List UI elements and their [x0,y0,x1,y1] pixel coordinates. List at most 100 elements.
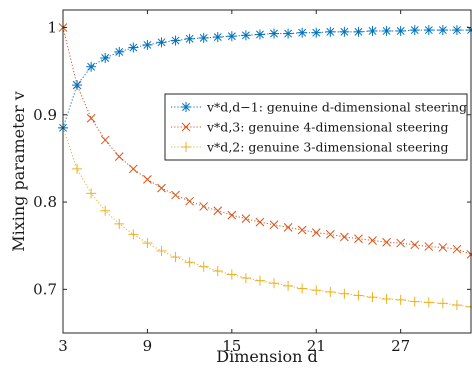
data-point [142,238,153,249]
data-point [325,26,336,37]
data-point [311,285,322,296]
data-point [171,190,180,200]
data-point [395,294,406,305]
data-point [128,164,138,174]
x-tick-label: 21 [307,337,326,355]
data-point [199,202,209,211]
data-point [254,275,265,286]
data-point [451,25,462,36]
data-point [269,28,280,39]
series-line-0 [62,29,471,129]
y-axis-label: Mixing parameter v [9,91,28,252]
data-point [325,286,336,297]
data-point [451,300,462,311]
data-point [297,283,308,294]
data-point [367,25,378,36]
data-point [185,196,194,206]
legend-box [164,93,468,161]
legend-label: v*d,2: genuine 3-dimensional steering [206,140,449,155]
data-point [100,53,111,64]
data-point [409,25,420,36]
legend-marker [181,102,191,112]
data-point [381,25,392,36]
data-point [128,229,139,240]
data-point [423,297,434,308]
data-point [311,228,321,237]
data-point [452,244,462,254]
data-point [409,296,420,307]
data-point [157,183,166,193]
data-point [283,28,294,39]
x-tick-label: 9 [143,337,153,355]
data-point [212,266,223,277]
data-point [240,273,251,284]
data-point [128,42,139,53]
data-point [198,32,209,43]
plot-frame [62,9,472,334]
data-point [283,280,294,291]
data-point [340,232,349,242]
data-point [339,26,350,37]
data-point [86,188,97,199]
data-point [297,27,308,38]
data-point [100,205,111,216]
data-point [213,206,223,216]
data-point [423,25,434,36]
data-point [367,292,378,303]
data-point [297,225,307,235]
data-point [269,278,280,289]
data-point [353,290,364,301]
data-point [241,214,251,223]
data-point [395,25,406,36]
data-point [114,46,125,57]
data-point [212,32,223,43]
data-point [156,37,167,48]
legend-label: v*d,3: genuine 4-dimensional steering [206,120,449,135]
legend-marker [181,142,191,152]
x-tick-label: 27 [391,337,410,355]
data-point [72,80,83,91]
data-point [114,152,124,162]
series-layer [58,23,472,312]
tick-layer: 3 9 15 21 27 0.7 0.8 0.9 1 [33,10,471,355]
y-tick-label: 1 [47,18,57,36]
data-point [354,234,363,244]
data-point [424,242,434,251]
data-point [368,236,377,245]
data-point [198,261,209,272]
data-point [226,269,237,280]
data-point [170,252,181,263]
x-axis-label: Dimension d [216,347,317,366]
data-point [283,223,293,232]
data-point [114,218,125,229]
data-point [226,31,237,42]
x-tick-label: 3 [58,337,68,355]
y-tick-label: 0.8 [33,193,57,211]
series-line-1 [62,27,472,255]
data-point [86,113,96,123]
data-point [100,135,110,145]
data-point [255,217,265,227]
x-tick-label: 15 [222,337,241,355]
data-point [381,293,392,304]
legend-label: v*d,d−1: genuine d-dimensional steering [206,100,467,115]
data-point [227,210,237,220]
data-point [437,298,448,309]
data-point [325,230,335,239]
data-point [269,220,279,230]
data-point [142,39,153,50]
data-point [437,25,448,36]
data-point [353,26,364,37]
data-point [72,163,83,174]
data-point [170,35,181,46]
data-point [410,240,420,250]
data-point [143,175,152,184]
data-point [396,238,406,248]
data-point [184,33,195,44]
legend: v*d,d−1: genuine d-dimensional steering v… [164,93,468,161]
data-point [240,30,251,41]
data-point [184,257,195,268]
data-point [382,237,391,247]
legend-marker [181,122,191,132]
